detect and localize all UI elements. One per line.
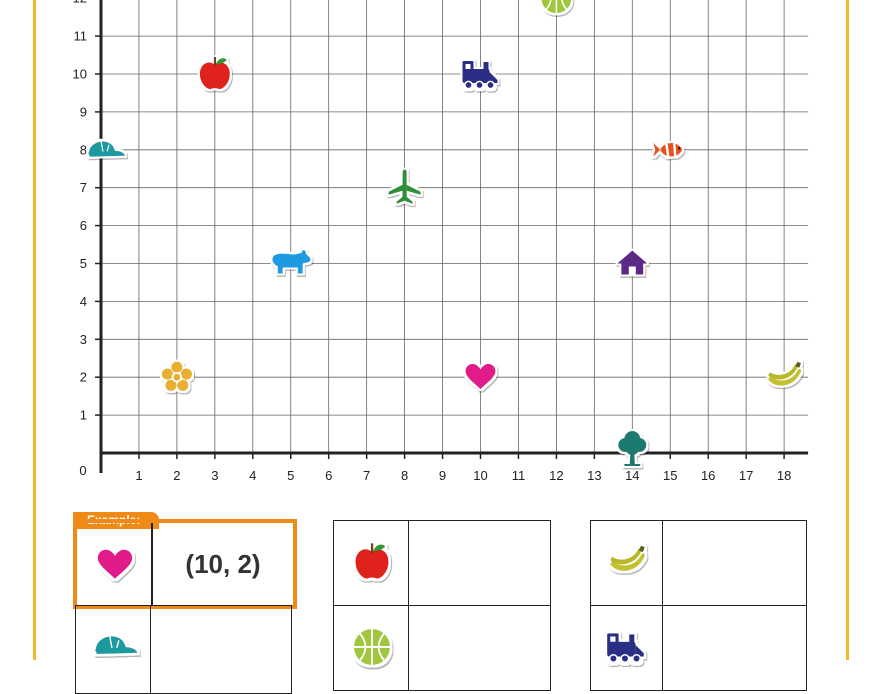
x-tick-label: 7	[363, 468, 370, 483]
house-icon	[617, 250, 648, 275]
icon-cell	[333, 520, 409, 606]
y-tick-label: 6	[80, 218, 87, 233]
grid-lines	[101, 0, 809, 453]
answer-cell[interactable]	[150, 605, 292, 694]
x-tick-label: 13	[587, 468, 601, 483]
banana-icon	[768, 361, 802, 386]
table-row	[333, 605, 551, 691]
ball-icon	[353, 628, 391, 666]
train-icon	[606, 632, 645, 664]
answer-cell[interactable]	[662, 520, 807, 606]
x-tick-label: 1	[135, 468, 142, 483]
example-icon-cell	[77, 523, 153, 605]
answer-cell[interactable]	[408, 520, 551, 606]
y-tick-label: 10	[73, 67, 87, 82]
x-tick-label: 9	[439, 468, 446, 483]
x-tick-label: 4	[249, 468, 256, 483]
tick-labels: 1 2 3 4 5 6 7 8 9 10 11 12 13 14 15 16 17 181234567891011…	[73, 0, 792, 483]
page-border-right	[846, 0, 849, 660]
y-tick-label: 5	[80, 256, 87, 271]
coordinate-grid: 1 2 3 4 5 6 7 8 9 10 11 12 13 14 15 16 17 181234567891011…	[73, 0, 809, 483]
x-tick-label: 3	[211, 468, 218, 483]
icon-cell	[333, 605, 409, 691]
heart-icon	[97, 549, 133, 579]
cap-icon	[87, 140, 126, 158]
icon-cell	[590, 520, 663, 606]
origin-label: 0	[79, 463, 86, 478]
cap-icon	[94, 634, 138, 655]
apple-icon	[199, 57, 230, 90]
y-tick-label: 9	[80, 104, 87, 119]
y-tick-label: 7	[80, 180, 87, 195]
y-tick-label: 12	[73, 0, 87, 6]
tree-icon	[617, 430, 648, 466]
train-icon	[461, 60, 499, 90]
x-tick-label: 17	[739, 468, 753, 483]
answer-cell[interactable]	[408, 605, 551, 691]
y-tick-label: 3	[80, 332, 87, 347]
x-tick-label: 5	[287, 468, 294, 483]
banana-icon	[610, 545, 645, 571]
x-tick-label: 2	[173, 468, 180, 483]
x-tick-label: 14	[625, 468, 639, 483]
axes	[95, 0, 809, 473]
fish-icon	[652, 141, 684, 159]
icon-cell	[75, 605, 151, 694]
y-tick-label: 1	[80, 408, 87, 423]
x-tick-label: 16	[701, 468, 715, 483]
ball-icon	[540, 0, 573, 15]
answer-table-middle	[333, 520, 551, 691]
apple-icon	[355, 543, 389, 579]
x-tick-label: 6	[325, 468, 332, 483]
y-tick-label: 8	[80, 142, 87, 157]
plotted-icons	[87, 0, 802, 466]
page-border-left	[33, 0, 36, 660]
table-row	[590, 520, 807, 606]
airplane-icon	[388, 169, 421, 204]
table-row	[75, 605, 292, 694]
x-tick-label: 12	[549, 468, 563, 483]
x-tick-label: 8	[401, 468, 408, 483]
bear-icon	[272, 250, 311, 274]
x-tick-label: 18	[777, 468, 791, 483]
answer-table-right	[590, 520, 807, 691]
y-tick-label: 11	[74, 29, 88, 44]
x-tick-label: 15	[663, 468, 677, 483]
x-tick-label: 11	[512, 468, 526, 483]
y-tick-label: 4	[80, 294, 87, 309]
answer-cell[interactable]	[662, 605, 807, 691]
example-answer: (10, 2)	[185, 549, 261, 579]
icon-cell	[590, 605, 663, 691]
answer-table-left	[75, 605, 292, 694]
y-tick-label: 2	[80, 370, 87, 385]
table-row	[333, 520, 551, 606]
example-box: (10, 2)	[73, 519, 297, 609]
table-row	[590, 605, 807, 691]
x-tick-label: 10	[473, 468, 487, 483]
